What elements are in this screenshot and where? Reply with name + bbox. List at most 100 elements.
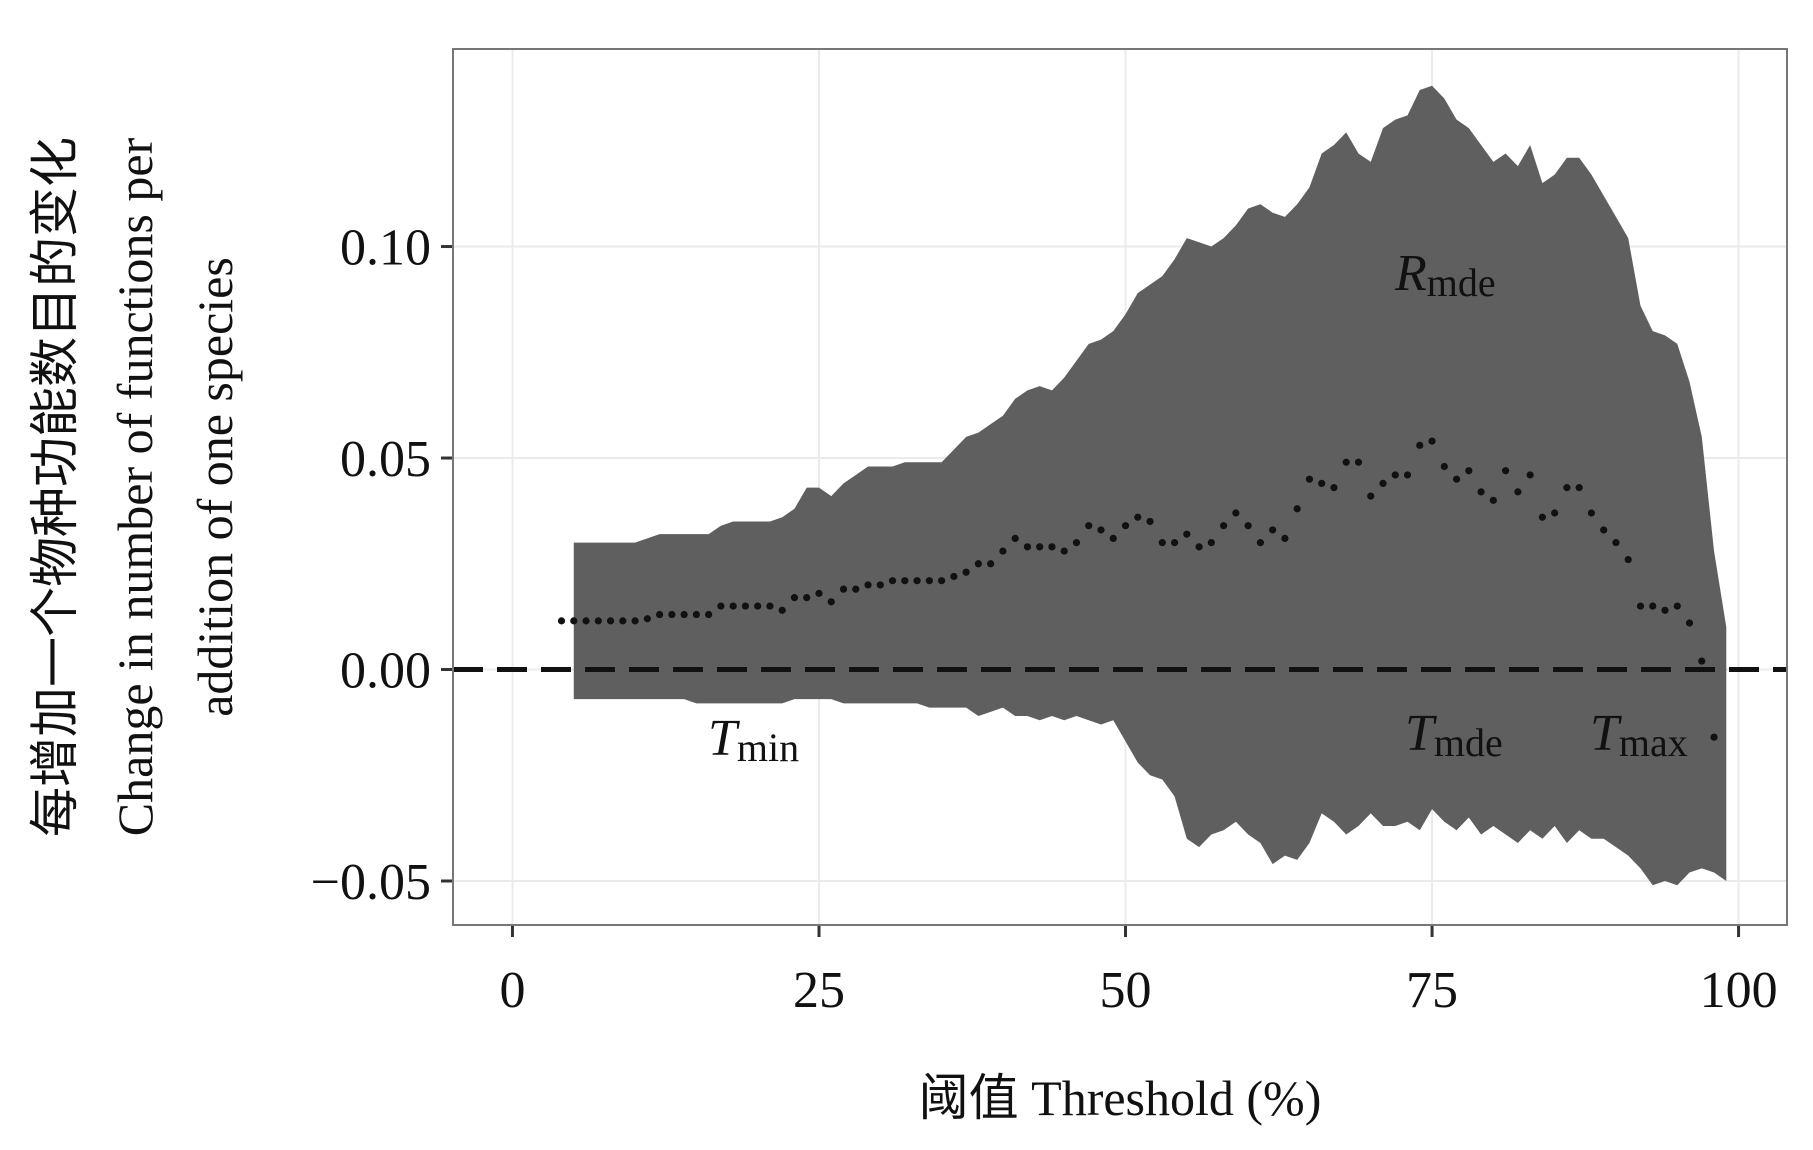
point (643, 615, 651, 623)
point (1085, 522, 1093, 530)
point (1134, 513, 1142, 521)
point (1011, 534, 1019, 542)
point (1060, 547, 1068, 555)
point (766, 602, 774, 610)
point (1502, 467, 1510, 475)
plot-border (452, 48, 1788, 926)
point (1207, 539, 1215, 547)
point (705, 610, 713, 619)
y-tick-label: 0.00 (340, 643, 431, 700)
annotation-subscript: mde (1434, 720, 1503, 765)
point (1158, 539, 1166, 547)
point (1023, 543, 1032, 551)
point (974, 560, 982, 568)
point (1097, 526, 1105, 534)
point (668, 610, 676, 619)
point (1170, 539, 1179, 547)
point (655, 610, 664, 619)
point (938, 577, 946, 585)
point (631, 617, 639, 625)
point (778, 606, 786, 614)
point (1281, 534, 1289, 542)
point (901, 577, 909, 585)
annotation-subscript: min (737, 725, 799, 770)
point (987, 560, 995, 568)
point (1575, 484, 1583, 492)
point (864, 581, 872, 589)
point (570, 617, 578, 625)
point (1514, 488, 1522, 496)
point (1710, 733, 1718, 741)
point (1121, 522, 1130, 530)
point (619, 617, 627, 625)
point (1600, 526, 1608, 534)
point (1036, 543, 1044, 551)
point (1269, 526, 1277, 534)
point (1318, 479, 1326, 488)
point (1293, 505, 1301, 513)
x-tick-label: 25 (793, 962, 845, 1019)
point (876, 581, 884, 589)
point (1146, 517, 1154, 526)
point (1330, 484, 1338, 492)
y-tick-label: 0.05 (340, 431, 431, 488)
x-tick-label: 100 (1700, 962, 1778, 1019)
point (1563, 484, 1571, 492)
annotation-subscript: max (1619, 720, 1688, 765)
point (582, 617, 590, 625)
point (950, 572, 958, 581)
point (1673, 602, 1681, 610)
annotation-symbol: T (1590, 705, 1622, 762)
y-axis-title: addition of one species (187, 257, 243, 717)
point (925, 577, 933, 585)
point (1551, 509, 1559, 517)
point (1195, 543, 1203, 551)
point (1305, 475, 1314, 483)
x-tick-label: 50 (1100, 962, 1152, 1019)
point (1477, 488, 1485, 496)
point (1403, 471, 1412, 479)
point (999, 547, 1007, 555)
point (1256, 539, 1264, 547)
y-axis-title: Change in number of functions per (107, 137, 163, 836)
point (1538, 513, 1546, 521)
x-axis-title: 阈值 Threshold (%) (919, 1070, 1322, 1126)
point (754, 602, 762, 610)
point (1612, 539, 1620, 547)
y-tick-label: 0.10 (340, 220, 431, 277)
point (1465, 467, 1473, 475)
point (741, 602, 750, 610)
x-tick-label: 75 (1406, 962, 1458, 1019)
point (1109, 534, 1117, 542)
annotation: Tmax (1590, 705, 1688, 765)
annotation-symbol: T (1405, 705, 1437, 762)
point (1342, 458, 1350, 466)
point (1489, 496, 1497, 504)
point (1428, 437, 1436, 445)
point (1416, 441, 1424, 449)
y-tick-label: −0.05 (311, 854, 431, 911)
point (1183, 530, 1191, 538)
point (1391, 471, 1399, 479)
annotation: Tmde (1405, 705, 1503, 765)
point (1072, 539, 1081, 547)
point (717, 602, 725, 610)
range-band (573, 85, 1727, 886)
point (692, 610, 700, 619)
annotation-symbol: R (1394, 245, 1427, 302)
point (1452, 475, 1461, 483)
point (1636, 602, 1645, 610)
point (606, 617, 615, 625)
point (1624, 555, 1632, 564)
point (803, 594, 811, 602)
point (815, 589, 823, 597)
point (790, 594, 799, 602)
annotation: Rmde (1394, 245, 1496, 305)
point (594, 617, 602, 625)
point (729, 602, 737, 610)
point (1354, 458, 1363, 466)
point (1244, 522, 1252, 530)
y-axis-title: 每增加一个物种功能数目的变化 (27, 137, 83, 837)
